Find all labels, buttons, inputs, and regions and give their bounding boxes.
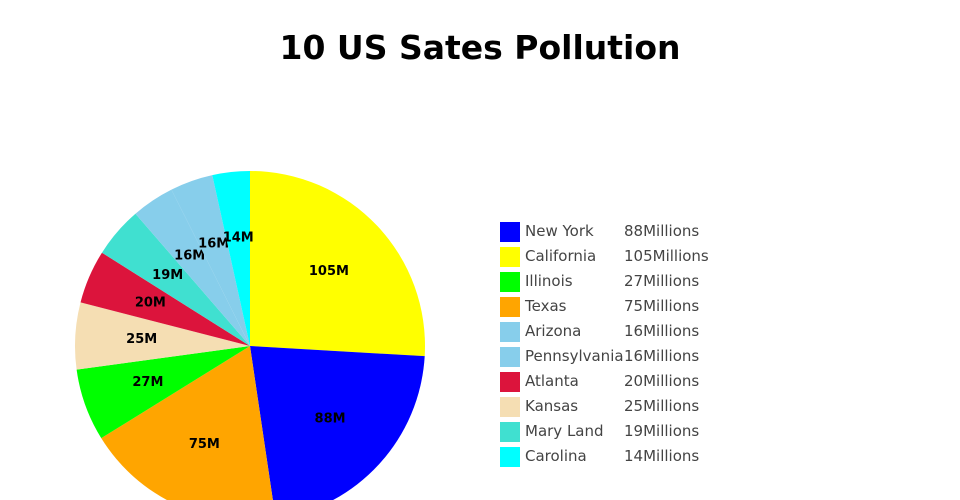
legend-label: Mary Land bbox=[525, 422, 604, 440]
legend-swatch bbox=[500, 397, 520, 417]
slice-label-california: 105M bbox=[309, 264, 349, 279]
legend-label: Illinois bbox=[525, 272, 573, 290]
pie-slice-kansas[interactable] bbox=[75, 302, 250, 370]
legend-swatch bbox=[500, 447, 520, 467]
legend-swatch bbox=[500, 297, 520, 317]
legend-item-atlanta[interactable]: Atlanta 20Millions bbox=[500, 369, 730, 394]
pie-slice-mary-land[interactable] bbox=[101, 213, 250, 346]
legend-value: 105Millions bbox=[624, 247, 709, 265]
pie-slice-arizona[interactable] bbox=[135, 189, 250, 346]
legend-item-kansas[interactable]: Kansas 25Millions bbox=[500, 394, 730, 419]
pie-slice-carolina[interactable] bbox=[212, 171, 250, 346]
slice-label-illinois: 27M bbox=[132, 375, 163, 390]
pie-slice-california[interactable] bbox=[250, 171, 425, 357]
legend-value: 75Millions bbox=[624, 297, 700, 315]
chart-legend: New York 88Millions California 105Millions I… bbox=[500, 219, 730, 469]
legend-item-california[interactable]: California 105Millions bbox=[500, 244, 730, 269]
legend-swatch bbox=[500, 247, 520, 267]
legend-value: 16Millions bbox=[624, 322, 700, 340]
pie-slice-texas[interactable] bbox=[101, 346, 275, 500]
slice-label-pennsylvania: 16M bbox=[198, 236, 229, 251]
legend-label: Texas bbox=[525, 297, 567, 315]
pie-slice-pennsylvania[interactable] bbox=[171, 175, 250, 346]
legend-swatch bbox=[500, 372, 520, 392]
slice-label-arizona: 16M bbox=[174, 248, 205, 263]
legend-label: Pennsylvania bbox=[525, 347, 624, 365]
pie-slice-illinois[interactable] bbox=[76, 346, 251, 439]
legend-value: 88Millions bbox=[624, 222, 700, 240]
slice-label-atlanta: 20M bbox=[135, 296, 166, 311]
chart-title: 10 US Sates Pollution bbox=[279, 28, 681, 67]
legend-swatch bbox=[500, 222, 520, 242]
legend-swatch bbox=[500, 322, 520, 342]
legend-item-new-york[interactable]: New York 88Millions bbox=[500, 219, 730, 244]
legend-item-illinois[interactable]: Illinois 27Millions bbox=[500, 269, 730, 294]
legend-item-carolina[interactable]: Carolina 14Millions bbox=[500, 444, 730, 469]
legend-item-mary-land[interactable]: Mary Land 19Millions bbox=[500, 419, 730, 444]
legend-swatch bbox=[500, 272, 520, 292]
legend-value: 25Millions bbox=[624, 397, 700, 415]
legend-value: 14Millions bbox=[624, 447, 700, 465]
slice-label-new-york: 88M bbox=[315, 412, 346, 427]
legend-label: New York bbox=[525, 222, 594, 240]
legend-value: 19Millions bbox=[624, 422, 700, 440]
legend-swatch bbox=[500, 422, 520, 442]
slice-label-kansas: 25M bbox=[126, 332, 157, 347]
legend-label: Arizona bbox=[525, 322, 582, 340]
legend-swatch bbox=[500, 347, 520, 367]
legend-value: 20Millions bbox=[624, 372, 700, 390]
legend-label: Atlanta bbox=[525, 372, 579, 390]
legend-label: Kansas bbox=[525, 397, 579, 415]
pie-slice-new-york[interactable] bbox=[250, 346, 425, 500]
legend-item-texas[interactable]: Texas 75Millions bbox=[500, 294, 730, 319]
legend-item-pennsylvania[interactable]: Pennsylvania 16Millions bbox=[500, 344, 730, 369]
legend-label: Carolina bbox=[525, 447, 587, 465]
legend-value: 27Millions bbox=[624, 272, 700, 290]
slice-label-carolina: 14M bbox=[223, 231, 254, 246]
legend-item-arizona[interactable]: Arizona 16Millions bbox=[500, 319, 730, 344]
slice-label-mary-land: 19M bbox=[152, 268, 183, 283]
legend-label: California bbox=[525, 247, 597, 265]
pie-slice-atlanta[interactable] bbox=[80, 252, 250, 346]
slice-label-texas: 75M bbox=[189, 437, 220, 452]
legend-value: 16Millions bbox=[624, 347, 700, 365]
